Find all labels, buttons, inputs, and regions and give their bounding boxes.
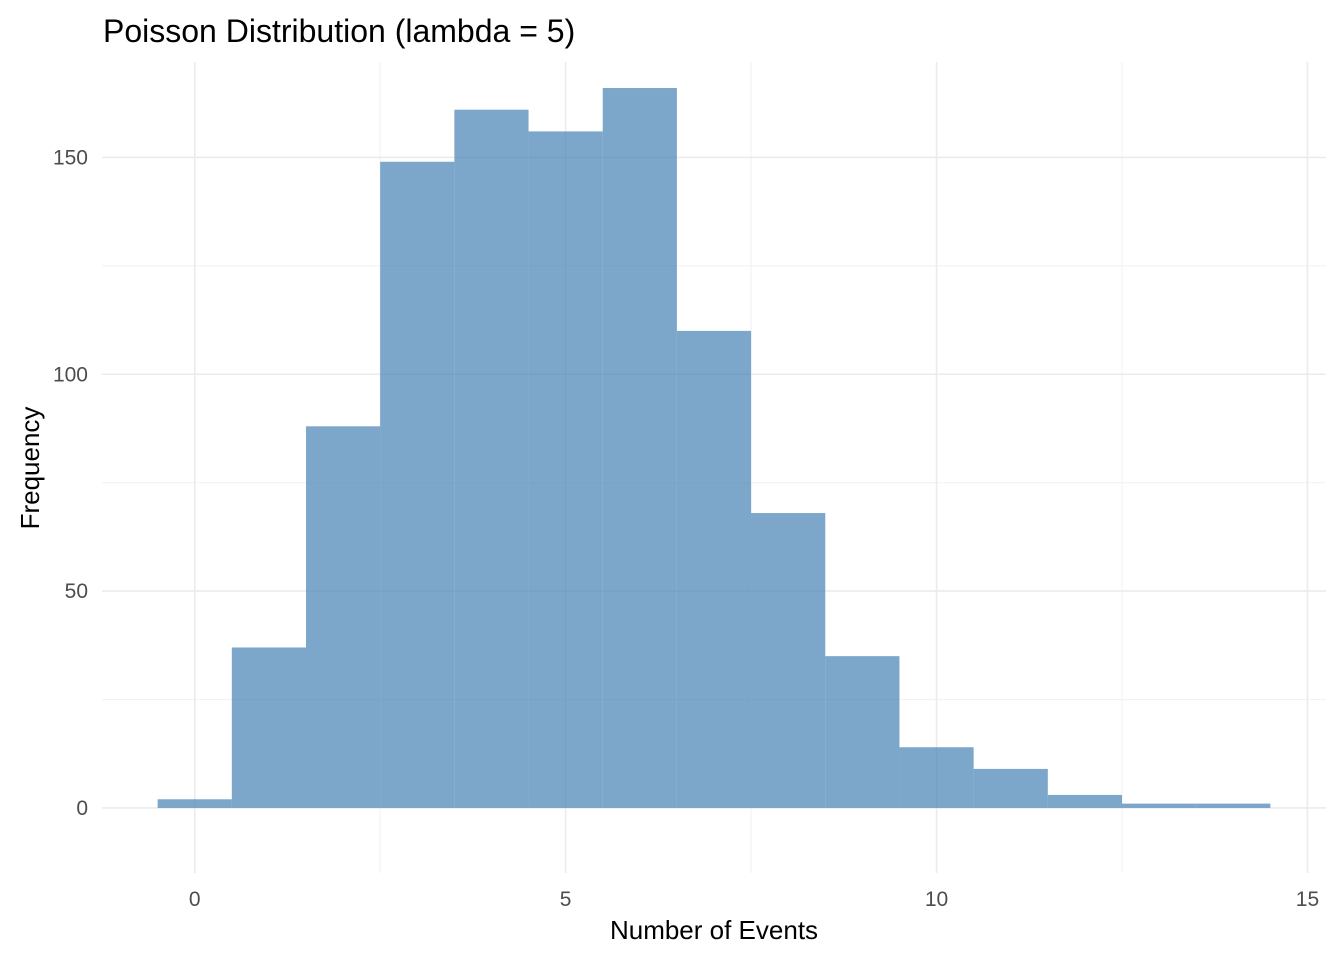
histogram-bar bbox=[157, 799, 232, 808]
histogram-bar bbox=[1047, 794, 1122, 808]
y-tick-label: 100 bbox=[53, 363, 88, 386]
x-tick-label: 0 bbox=[189, 888, 201, 911]
y-axis-title: Frequency bbox=[15, 407, 45, 530]
histogram-bar bbox=[973, 768, 1048, 808]
y-axis-ticks: 0 50 100 150 bbox=[53, 146, 88, 820]
histogram-bar bbox=[1196, 803, 1271, 808]
y-tick-label: 50 bbox=[65, 580, 88, 603]
x-tick-label: 5 bbox=[560, 888, 572, 911]
x-axis-title: Number of Events bbox=[610, 915, 818, 945]
chart-title: Poisson Distribution (lambda = 5) bbox=[103, 13, 575, 49]
histogram-bar bbox=[899, 747, 974, 808]
histogram-bar bbox=[380, 161, 455, 808]
histogram-bar bbox=[306, 426, 381, 808]
x-tick-label: 15 bbox=[1296, 888, 1319, 911]
histogram-bar bbox=[676, 330, 752, 808]
histogram-bar bbox=[231, 647, 306, 808]
y-tick-label: 0 bbox=[76, 797, 88, 820]
x-tick-label: 10 bbox=[925, 888, 948, 911]
histogram-bar bbox=[751, 513, 826, 808]
histogram-bar bbox=[1122, 803, 1197, 808]
histogram-bar bbox=[454, 109, 529, 808]
histogram-bar bbox=[602, 88, 677, 808]
histogram-bars bbox=[157, 88, 1271, 808]
x-axis-ticks: 0 5 10 15 bbox=[189, 888, 1319, 911]
histogram-bar bbox=[825, 656, 900, 808]
y-tick-label: 150 bbox=[53, 146, 88, 169]
histogram-bar bbox=[528, 131, 603, 808]
